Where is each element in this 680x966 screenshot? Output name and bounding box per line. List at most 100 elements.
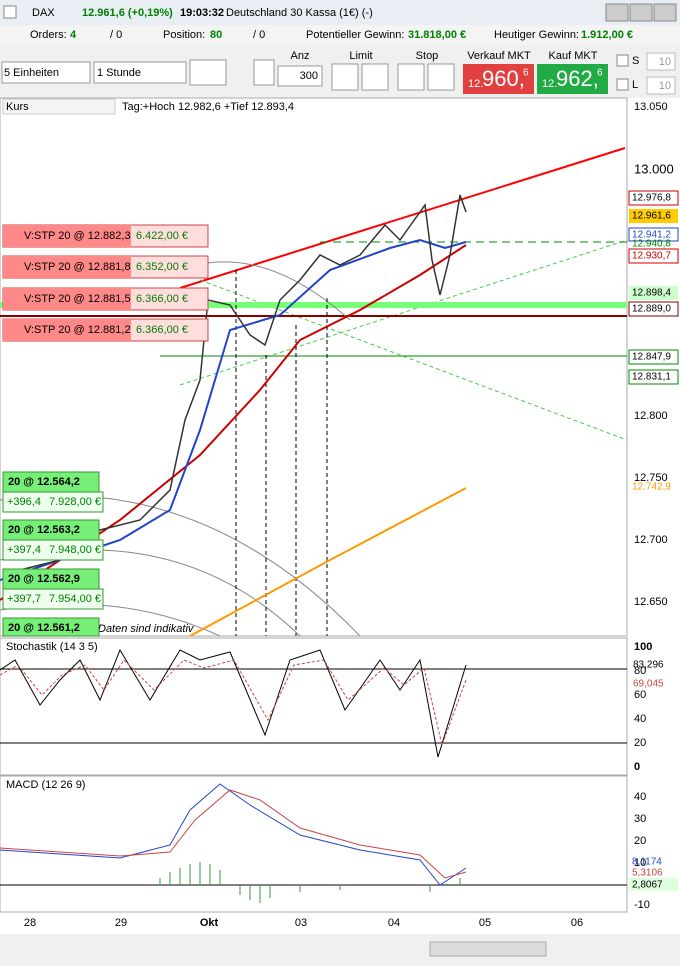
y-tick-label: -10 — [634, 899, 650, 911]
buy-main: 962, — [556, 66, 599, 91]
x-tick-label: 03 — [295, 917, 307, 929]
x-tick-label: 06 — [571, 917, 583, 929]
position-open: / 0 — [253, 29, 265, 41]
today: 1.912,00 € — [581, 29, 633, 41]
stop-order[interactable]: V:STP 20 @ 12.881,2 6.366,00 € — [2, 318, 209, 342]
tag: 5,3106 — [632, 868, 663, 879]
qty-input[interactable] — [277, 65, 323, 87]
stop-order[interactable]: V:STP 20 @ 12.881,5 6.366,00 € — [2, 287, 209, 311]
x-tick-label: 05 — [479, 917, 491, 929]
x-tick-label: Okt — [200, 917, 219, 929]
units-select[interactable] — [1, 61, 91, 84]
buy-button[interactable] — [537, 64, 608, 94]
limit-buy[interactable] — [331, 63, 359, 91]
stop-label: Stop — [416, 50, 439, 62]
sell-prefix: 12. — [468, 78, 483, 90]
today-label: Heutiger Gewinn: — [494, 29, 579, 41]
y-tick-label: 13.000 — [634, 161, 674, 176]
sell-button[interactable] — [463, 64, 534, 94]
y-tick-label: 80 — [634, 665, 646, 677]
position[interactable]: 20 @ 12.562,9 +397,7 7.954,00 € — [2, 568, 104, 610]
tag: 12.961,6 — [632, 211, 671, 222]
l-input[interactable] — [646, 76, 676, 95]
position-points: +397,7 — [7, 593, 41, 605]
price-panel — [0, 97, 628, 637]
y-tick-label: 100 — [634, 641, 652, 653]
stop-orders: V:STP 20 @ 12.882,3 6.422,00 € V:STP 20 @… — [2, 224, 209, 342]
x-tick-label: 04 — [388, 917, 400, 929]
buy-prefix: 12. — [542, 78, 557, 90]
sell-main: 960, — [482, 66, 525, 91]
instrument-name: Deutschland 30 Kassa (1€) (-) — [226, 7, 373, 19]
macd-label: MACD (12 26 9) — [6, 779, 85, 791]
price-tags: 12.976,8 12.961,6 12.941,2 12.940,8 12.9… — [628, 190, 679, 493]
note: Daten sind indikativ — [98, 623, 195, 635]
stop-order[interactable]: V:STP 20 @ 12.882,3 6.422,00 € — [2, 224, 209, 248]
stop-label: V:STP 20 @ 12.881,8 — [24, 261, 131, 273]
position-label: 20 @ 12.563,2 — [8, 524, 80, 536]
position-points: +396,4 — [7, 496, 41, 508]
position-label: 20 @ 12.562,9 — [8, 573, 80, 585]
position-value: 7.928,00 € — [49, 496, 101, 508]
y-tick-label: 30 — [634, 813, 646, 825]
y-tick-label: 40 — [634, 713, 646, 725]
stop-order[interactable]: V:STP 20 @ 12.881,8 6.352,00 € — [2, 255, 209, 279]
position[interactable]: 20 @ 12.563,2 +397,4 7.948,00 € — [2, 519, 104, 561]
s-input[interactable] — [646, 52, 676, 71]
position-value: 7.954,00 € — [49, 593, 101, 605]
y-axis: 13.050 13.000 12.800 12.750 12.700 12.65… — [634, 101, 674, 608]
tag: 12.940,8 — [632, 239, 671, 250]
l-label: L — [632, 79, 638, 91]
position-value: 7.948,00 € — [49, 544, 101, 556]
interval-select[interactable] — [93, 61, 187, 84]
tag: 8,1174 — [632, 857, 662, 868]
limit-sell[interactable] — [361, 63, 389, 91]
tag: 12.930,7 — [632, 251, 671, 262]
close[interactable] — [653, 3, 677, 22]
chart-label-box — [2, 98, 116, 115]
stop-value: 6.352,00 € — [136, 261, 188, 273]
sell-label: Verkauf MKT — [467, 50, 531, 62]
status-bar — [0, 25, 680, 45]
chart-type[interactable] — [189, 59, 227, 86]
s-check[interactable] — [616, 54, 629, 67]
y-tick-label: 13.050 — [634, 101, 668, 113]
x-tick-label: 28 — [24, 917, 36, 929]
drawings — [0, 147, 628, 637]
minimize[interactable] — [605, 3, 629, 22]
stop-label: V:STP 20 @ 12.881,2 — [24, 324, 131, 336]
tag: 12.889,0 — [632, 304, 671, 315]
orders-open: / 0 — [110, 29, 122, 41]
instrument: DAX — [32, 7, 55, 19]
stoch-line — [0, 648, 467, 758]
sell-suffix: 6 — [523, 68, 529, 79]
tag: 2,8067 — [632, 880, 663, 891]
qty: 300 — [300, 70, 318, 82]
maximize[interactable] — [629, 3, 653, 22]
stop-buy[interactable] — [397, 63, 425, 91]
stop-value: 6.366,00 € — [136, 293, 188, 305]
title-bar — [0, 0, 680, 25]
checkbox[interactable] — [3, 5, 17, 19]
macd-panel — [0, 775, 628, 913]
y-tick-label: 0 — [634, 761, 640, 773]
tag: 12.847,9 — [632, 352, 671, 363]
position[interactable]: 20 @ 12.564,2 +396,4 7.928,00 € — [2, 471, 104, 513]
tag: 12.941,2 — [632, 230, 671, 241]
tag: 69,045 — [633, 679, 664, 690]
y-tick-label: 12.650 — [634, 596, 668, 608]
chart-info: Tag:+Hoch 12.982,6 +Tief 12.893,4 — [122, 101, 294, 113]
position[interactable]: 20 @ 12.561,2 — [2, 617, 100, 637]
tool-button[interactable] — [253, 59, 275, 86]
l-check[interactable] — [616, 78, 629, 91]
x-tick-label: 29 — [115, 917, 127, 929]
y-tick-label: 60 — [634, 689, 646, 701]
scrollbar[interactable] — [429, 941, 547, 957]
stop-sell[interactable] — [427, 63, 455, 91]
tag: 12.898,4 — [632, 288, 671, 299]
l-value: 10 — [659, 80, 671, 92]
position-label: 20 @ 12.564,2 — [8, 476, 80, 488]
